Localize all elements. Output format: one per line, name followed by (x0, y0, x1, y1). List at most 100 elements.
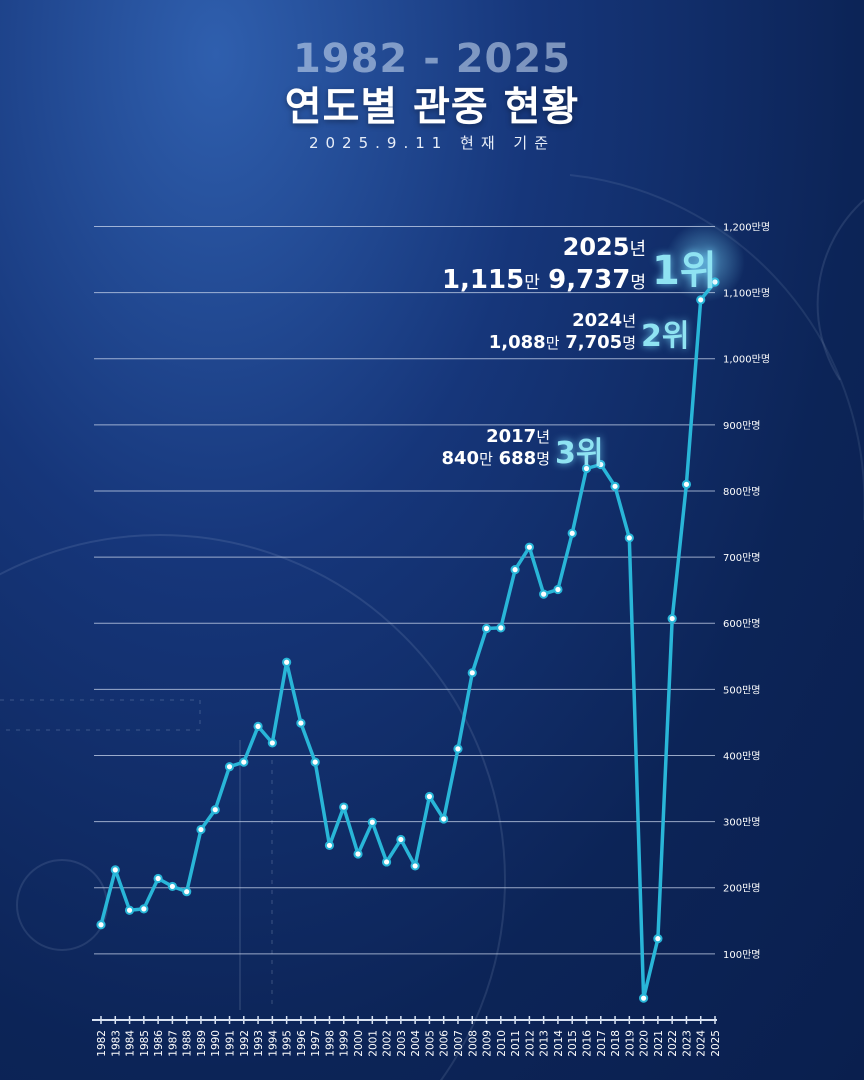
data-point-1985 (139, 904, 149, 914)
data-point-2014 (553, 584, 563, 595)
grid-lines (94, 225, 715, 955)
x-tick-label: 1994 (267, 1030, 279, 1057)
y-tick-label: 800만명 (723, 486, 761, 498)
y-tick-label: 500만명 (723, 684, 761, 696)
callout-2025-man: 1,115 (441, 265, 525, 295)
data-point-2009 (481, 623, 492, 634)
data-point-2023 (681, 479, 692, 489)
data-point-1993 (253, 721, 263, 731)
data-point-1998 (324, 840, 335, 851)
callout-2025: 2025년 1,115만 9,737명 (442, 232, 646, 298)
x-tick-label: 1986 (153, 1030, 165, 1057)
data-points (96, 277, 720, 1003)
data-point-1987 (167, 881, 177, 892)
data-point-1984 (124, 905, 135, 915)
callout-2017: 2017년 840만 688명 (441, 426, 550, 470)
x-tick-label: 2014 (553, 1030, 565, 1057)
x-tick-label: 2008 (467, 1030, 479, 1057)
x-tick-label: 2024 (696, 1030, 708, 1057)
data-point-2013 (539, 589, 549, 599)
rank-badge-2: 2위 (641, 319, 690, 354)
data-point-2002 (381, 857, 392, 867)
x-tick-label: 2011 (510, 1030, 522, 1057)
data-point-1994 (267, 738, 277, 748)
data-point-1982 (96, 920, 106, 930)
x-tick-label: 2015 (567, 1030, 579, 1057)
data-point-2010 (496, 623, 506, 633)
x-tick-label: 1985 (139, 1030, 151, 1057)
x-tick-label: 1997 (310, 1030, 322, 1057)
x-tick-label: 2003 (396, 1030, 408, 1057)
data-point-2021 (653, 934, 663, 944)
callout-2024-rest: 7,705 (565, 332, 623, 353)
x-tick-label: 2000 (353, 1030, 365, 1057)
data-point-2000 (353, 849, 363, 859)
data-point-2005 (424, 791, 435, 802)
data-point-2012 (524, 542, 534, 552)
x-tick-label: 1996 (296, 1030, 308, 1057)
data-point-2019 (624, 533, 634, 543)
data-point-1991 (224, 762, 235, 772)
data-point-2017 (596, 459, 606, 470)
x-tick-label: 2012 (524, 1030, 536, 1057)
callout-2025-rest-unit: 명 (630, 273, 646, 293)
data-point-2024 (696, 295, 706, 305)
x-tick-label: 1995 (282, 1030, 294, 1057)
data-point-2016 (581, 463, 592, 474)
x-tick-label: 1990 (210, 1030, 222, 1057)
data-point-2025 (710, 277, 720, 287)
x-tick-label: 2002 (382, 1030, 394, 1057)
y-tick-label: 1,200만명 (723, 221, 770, 233)
callout-2017-man-unit: 만 (479, 450, 493, 468)
data-point-1990 (210, 805, 220, 815)
callout-2017-man: 840 (441, 448, 480, 469)
callout-2024: 2024년 1,088만 7,705명 (489, 310, 636, 354)
x-tick-label: 1992 (239, 1030, 251, 1057)
data-point-1996 (296, 718, 306, 728)
y-tick-label: 1,000만명 (723, 354, 770, 366)
callout-2024-year-unit: 년 (622, 312, 636, 330)
x-tick-label: 2018 (610, 1030, 622, 1057)
data-point-1999 (339, 802, 349, 812)
callout-2017-rest: 688 (498, 448, 537, 469)
x-tick-label: 2020 (639, 1030, 651, 1057)
data-point-1988 (182, 887, 192, 897)
data-point-2003 (396, 834, 406, 845)
x-tick-label: 2009 (482, 1030, 494, 1057)
x-tick-label: 2004 (410, 1030, 422, 1057)
x-tick-label: 2022 (667, 1030, 679, 1057)
callout-2024-rest-unit: 명 (622, 334, 636, 352)
callout-2017-year-unit: 년 (536, 428, 550, 446)
callout-2024-man: 1,088 (488, 332, 546, 353)
x-tick-label: 1988 (182, 1030, 194, 1057)
year-range: 1982 - 2025 (292, 36, 572, 82)
data-point-2011 (510, 565, 520, 575)
y-tick-label: 700만명 (723, 552, 761, 564)
x-tick-label: 2005 (424, 1030, 436, 1057)
y-tick-label: 200만명 (723, 883, 761, 895)
data-point-2022 (667, 613, 677, 624)
y-tick-label: 300만명 (723, 817, 761, 829)
y-tick-label: 900만명 (723, 420, 761, 432)
y-tick-label: 1,100만명 (723, 288, 770, 300)
x-tick-label: 2017 (596, 1030, 608, 1057)
x-tick-label: 1991 (225, 1030, 237, 1057)
x-tick-label: 2013 (539, 1030, 551, 1057)
data-point-2008 (467, 668, 477, 678)
callout-2024-man-unit: 만 (545, 334, 560, 352)
data-point-2020 (639, 993, 649, 1003)
x-axis-ticks: 1982 1983 1984 1985 1986 1987 1988 1989 1990 1991… (96, 1030, 722, 1057)
y-tick-label: 100만명 (723, 949, 761, 961)
y-tick-label: 600만명 (723, 618, 761, 630)
page-subtitle: 2025.9.11 현재 기준 (308, 134, 556, 152)
data-point-2015 (567, 528, 577, 538)
callout-2025-year: 2025 (562, 233, 630, 261)
data-point-2007 (453, 744, 463, 754)
x-tick-label: 1983 (110, 1030, 122, 1057)
data-point-1989 (196, 824, 206, 835)
y-tick-label: 400만명 (723, 750, 761, 762)
callout-2017-year: 2017 (486, 426, 537, 447)
x-tick-label: 1984 (125, 1030, 137, 1057)
x-tick-label: 2023 (681, 1030, 693, 1057)
data-point-1986 (153, 873, 163, 884)
